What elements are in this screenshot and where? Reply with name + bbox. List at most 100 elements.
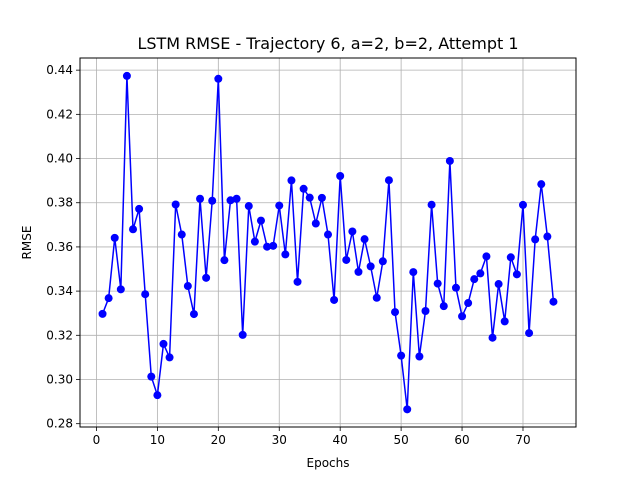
data-point [165, 353, 174, 362]
data-point [98, 309, 107, 318]
data-point [110, 233, 119, 242]
data-point [202, 273, 211, 282]
data-point [549, 297, 558, 306]
data-point [409, 268, 418, 277]
data-point [104, 294, 113, 303]
grid [80, 58, 576, 427]
data-point [354, 267, 363, 276]
y-axis-label: RMSE [20, 226, 34, 260]
data-point [427, 200, 436, 209]
data-point [470, 275, 479, 284]
data-point [537, 180, 546, 189]
data-point [116, 285, 125, 294]
data-point [275, 201, 284, 210]
data-point [220, 256, 229, 265]
data-point [451, 283, 460, 292]
data-point [512, 270, 521, 279]
data-point [171, 200, 180, 209]
data-point [317, 193, 326, 202]
x-tick-label: 20 [211, 433, 226, 447]
data-point [250, 237, 259, 246]
y-tick-label: 0.28 [46, 417, 73, 431]
data-point [433, 279, 442, 288]
data-point [263, 242, 272, 251]
x-tick-label: 60 [454, 433, 469, 447]
data-point [391, 308, 400, 317]
y-tick-label: 0.44 [46, 63, 73, 77]
data-point [372, 293, 381, 302]
data-point [458, 312, 467, 321]
data-point [281, 250, 290, 259]
plot-frame [79, 57, 577, 428]
data-point [445, 156, 454, 165]
data-point [500, 317, 509, 326]
data-point [208, 196, 217, 205]
data-point [330, 295, 339, 304]
data-point [482, 252, 491, 261]
x-tick-label: 30 [272, 433, 287, 447]
data-point [397, 351, 406, 360]
data-point [122, 71, 131, 80]
data-point [244, 202, 253, 211]
data-point [299, 184, 308, 193]
data-point [525, 329, 534, 338]
ticks: 0 10 20 30 40 50 60 70 0.28 0.30 0.32 0.34 0.36 0.38 0… [46, 63, 530, 447]
y-tick-label: 0.38 [46, 196, 73, 210]
data-point [147, 372, 156, 381]
data-point [336, 171, 345, 180]
data-point [366, 262, 375, 271]
data-point [183, 282, 192, 291]
x-axis-label: Epochs [307, 456, 350, 470]
y-tick-label: 0.32 [46, 328, 73, 342]
data-point [135, 204, 144, 213]
data-point [384, 176, 393, 185]
x-tick-label: 70 [515, 433, 530, 447]
y-tick-label: 0.30 [46, 372, 73, 386]
data-point [403, 405, 412, 414]
data-point [518, 200, 527, 209]
data-point [189, 310, 198, 319]
y-tick-label: 0.36 [46, 240, 73, 254]
data-point [342, 255, 351, 264]
data-point [256, 216, 265, 225]
data-point [129, 225, 138, 234]
data-point [153, 391, 162, 400]
data-point [378, 257, 387, 266]
data-point [226, 196, 235, 205]
data-point [494, 280, 503, 289]
x-tick-label: 0 [93, 433, 101, 447]
data-point [287, 176, 296, 185]
data-point [360, 235, 369, 244]
data-point [159, 339, 168, 348]
data-point [464, 299, 473, 308]
data-point [177, 230, 186, 239]
series-rmse [98, 71, 558, 414]
data-point [506, 253, 515, 262]
data-point [488, 333, 497, 342]
y-tick-label: 0.42 [46, 107, 73, 121]
data-point [531, 235, 540, 244]
data-point [439, 302, 448, 311]
data-point [421, 306, 430, 315]
data-point [214, 74, 223, 83]
data-point [238, 330, 247, 339]
data-point [543, 232, 552, 241]
data-point [232, 194, 241, 203]
data-point [293, 277, 302, 286]
x-tick-label: 10 [150, 433, 165, 447]
data-point [415, 352, 424, 361]
data-point [476, 269, 485, 278]
data-point [348, 227, 357, 236]
data-point [324, 230, 332, 239]
data-point [311, 219, 320, 228]
y-tick-label: 0.40 [46, 152, 73, 166]
x-tick-label: 40 [333, 433, 348, 447]
data-point [196, 194, 205, 203]
y-tick-label: 0.34 [46, 284, 73, 298]
chart-title: LSTM RMSE - Trajectory 6, a=2, b=2, Atte… [137, 34, 518, 53]
x-tick-label: 50 [393, 433, 408, 447]
data-point [305, 193, 314, 202]
data-point [141, 290, 150, 299]
